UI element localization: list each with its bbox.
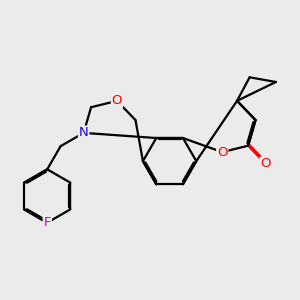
Text: N: N <box>79 126 88 140</box>
Text: F: F <box>44 216 51 229</box>
Text: O: O <box>112 94 122 107</box>
Text: O: O <box>217 146 227 159</box>
Text: O: O <box>260 158 271 170</box>
